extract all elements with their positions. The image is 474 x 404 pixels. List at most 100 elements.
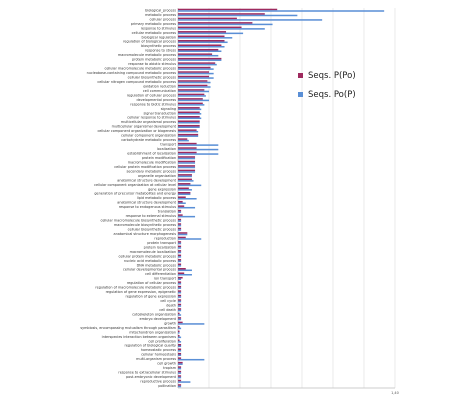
bar-series-2	[178, 229, 182, 231]
category-label: cell proliferation	[148, 339, 176, 343]
category-label: cellular response to stimulus	[127, 116, 176, 120]
bar-series-1	[178, 384, 182, 386]
category-label: cytoskeleton organization	[132, 312, 176, 316]
category-label: reproduction	[154, 236, 176, 240]
bar-series-2	[178, 59, 222, 61]
bar-series-1	[178, 303, 182, 306]
bar-series-1	[178, 321, 183, 324]
category-label: DNA metabolic process	[137, 263, 177, 267]
bar-series-1	[178, 366, 182, 368]
bar-series-1	[178, 22, 253, 24]
bar-series-1	[178, 84, 208, 87]
category-label: pollination	[158, 384, 176, 388]
bar-series-2	[178, 206, 196, 209]
bar-series-2	[178, 247, 182, 249]
bar-series-1	[178, 93, 205, 96]
category-label: cellular biosynthetic process	[128, 75, 177, 79]
category-label: protein transport	[147, 241, 176, 245]
category-label: regulation of biological quality	[125, 344, 177, 348]
bar-series-1	[178, 151, 197, 154]
bar-series-2	[178, 296, 182, 298]
category-label: regulation of macromolecule metabolic pr…	[95, 286, 176, 290]
bar-series-1	[178, 344, 182, 346]
bar-series-2	[178, 180, 194, 182]
category-label: cell growth	[157, 362, 176, 366]
bar-series-1	[178, 44, 222, 46]
bar-series-2	[178, 305, 182, 307]
category-label: metabolic process	[145, 13, 176, 17]
category-label: primary metabolic process	[131, 22, 176, 26]
bar-series-1	[178, 272, 185, 274]
bar-series-2	[178, 46, 225, 48]
category-label: homeostatic process	[141, 348, 176, 352]
category-label: nucleobase-containing compound metabolic…	[87, 71, 177, 75]
bar-series-2	[178, 220, 182, 222]
bar-series-2	[178, 189, 192, 191]
bar-series-2	[178, 300, 182, 303]
bar-series-1	[178, 165, 196, 167]
bar-series-1	[178, 62, 216, 64]
bar-series-1	[178, 116, 200, 118]
bar-series-2	[178, 224, 182, 227]
bar-series-2	[178, 282, 182, 285]
category-label: macromolecule localization	[130, 250, 176, 254]
bar-series-2	[178, 148, 219, 151]
bar-series-2	[178, 363, 183, 365]
bar-series-1	[178, 281, 182, 283]
category-label: response to extracellular stimulus	[118, 371, 176, 375]
legend-label-series-2: Seqs. Po(P)	[308, 90, 356, 100]
bar-series-2	[178, 157, 196, 160]
bar-series-2	[178, 238, 202, 240]
bar-series-2	[178, 385, 182, 388]
bar-series-2	[178, 251, 182, 254]
category-label: biological_process	[145, 8, 176, 12]
category-label: signaling	[161, 107, 176, 111]
bar-series-1	[178, 294, 182, 297]
bar-series-2	[178, 166, 196, 169]
bar-series-1	[178, 75, 209, 78]
category-label: signal transduction	[144, 111, 176, 115]
bar-series-2	[178, 113, 202, 115]
bar-series-2	[178, 350, 182, 352]
category-label: cellular component organization or bioge…	[97, 129, 176, 133]
bar-series-2	[178, 323, 205, 325]
bar-series-2	[178, 202, 186, 204]
bar-series-2	[178, 327, 182, 330]
category-label: establishment of localization	[127, 151, 176, 155]
bar-series-1	[178, 26, 242, 29]
bar-series-1	[178, 241, 182, 243]
bar-series-2	[178, 63, 217, 66]
bar-series-2	[178, 144, 219, 146]
bar-series-2	[178, 358, 205, 361]
bar-series-2	[178, 99, 209, 102]
bar-series-1	[178, 352, 182, 355]
category-label: response to stress	[145, 49, 176, 53]
bar-series-2	[178, 153, 219, 155]
category-label: cellular developmental process	[123, 268, 176, 272]
category-label: symbiosis, encompassing mutualism throug…	[80, 326, 176, 330]
bar-series-2	[178, 381, 191, 383]
bar-series-2	[178, 126, 200, 128]
category-label: interspecies interaction between organis…	[102, 335, 177, 339]
category-label: cellular component organization	[121, 134, 176, 138]
category-label: anatomical structure morphogenesis	[114, 232, 177, 236]
category-label: macromolecule modification	[128, 160, 176, 164]
bar-series-1	[178, 259, 182, 261]
bar-series-2	[178, 117, 202, 120]
bar-series-2	[178, 260, 182, 263]
bar-series-2	[178, 184, 202, 187]
bar-series-1	[178, 299, 182, 301]
bar-series-1	[178, 218, 182, 221]
category-label: multicellular organismal development	[112, 125, 177, 129]
category-label: cellular component organization at cellu…	[94, 183, 176, 187]
bar-series-1	[178, 156, 196, 158]
legend-label-series-1: Seqs. P(Po)	[308, 71, 356, 81]
category-label: multicellular organismal process	[121, 120, 176, 124]
bar-series-1	[178, 250, 182, 252]
bar-series-1	[178, 13, 265, 15]
category-label: response to external stimulus	[126, 214, 177, 218]
bar-series-1	[178, 205, 185, 207]
bar-series-2	[178, 376, 182, 379]
bar-series-2	[178, 90, 209, 93]
category-label: cellular macromolecule biosynthetic proc…	[100, 219, 176, 223]
